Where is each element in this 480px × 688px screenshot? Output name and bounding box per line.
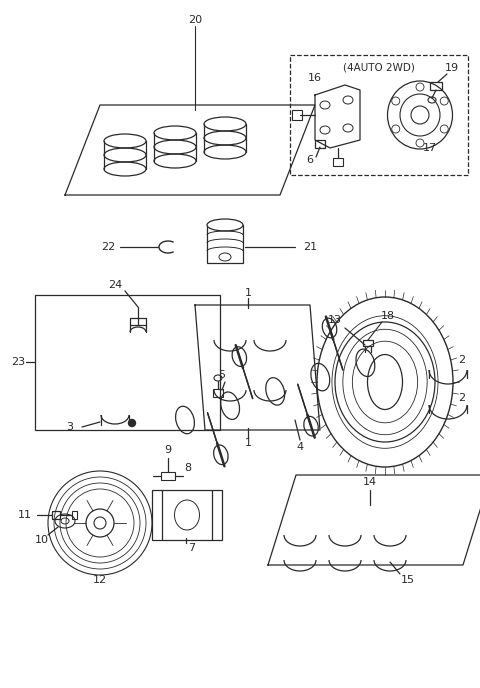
Text: 17: 17 [423,143,437,153]
Text: 4: 4 [297,442,303,452]
Text: (4AUTO 2WD): (4AUTO 2WD) [343,62,415,72]
Bar [207,225,243,263]
Text: 16: 16 [308,73,322,83]
Text: 2: 2 [458,355,466,365]
Text: 9: 9 [165,445,171,455]
Text: 5: 5 [218,370,226,380]
Ellipse shape [207,219,243,231]
Bar [35,295,220,430]
Bar [161,472,175,480]
Bar [315,140,325,148]
Bar [363,340,373,346]
Bar [430,82,442,90]
Text: 21: 21 [303,242,317,252]
Text: 8: 8 [184,463,192,473]
Text: 24: 24 [108,280,122,290]
Bar [290,55,468,175]
Bar [213,389,223,397]
Circle shape [129,420,135,427]
Text: 19: 19 [445,63,459,73]
Bar [72,511,77,519]
Ellipse shape [219,253,231,261]
Text: 6: 6 [307,155,313,165]
Bar [52,511,60,519]
Text: 13: 13 [328,315,342,325]
Text: 3: 3 [67,422,73,432]
Text: 18: 18 [381,311,395,321]
Text: 22: 22 [101,242,115,252]
Text: 14: 14 [363,477,377,487]
Text: 1: 1 [244,288,252,298]
Text: 11: 11 [18,510,32,520]
Text: 15: 15 [401,575,415,585]
Text: 10: 10 [35,535,49,545]
Text: 1: 1 [244,438,252,448]
Text: 20: 20 [188,15,202,25]
Text: 2: 2 [458,393,466,403]
Text: 7: 7 [189,543,195,553]
Bar [152,490,222,540]
Bar [292,110,302,120]
Text: 12: 12 [93,575,107,585]
Bar [333,158,343,166]
Text: 23: 23 [11,357,25,367]
